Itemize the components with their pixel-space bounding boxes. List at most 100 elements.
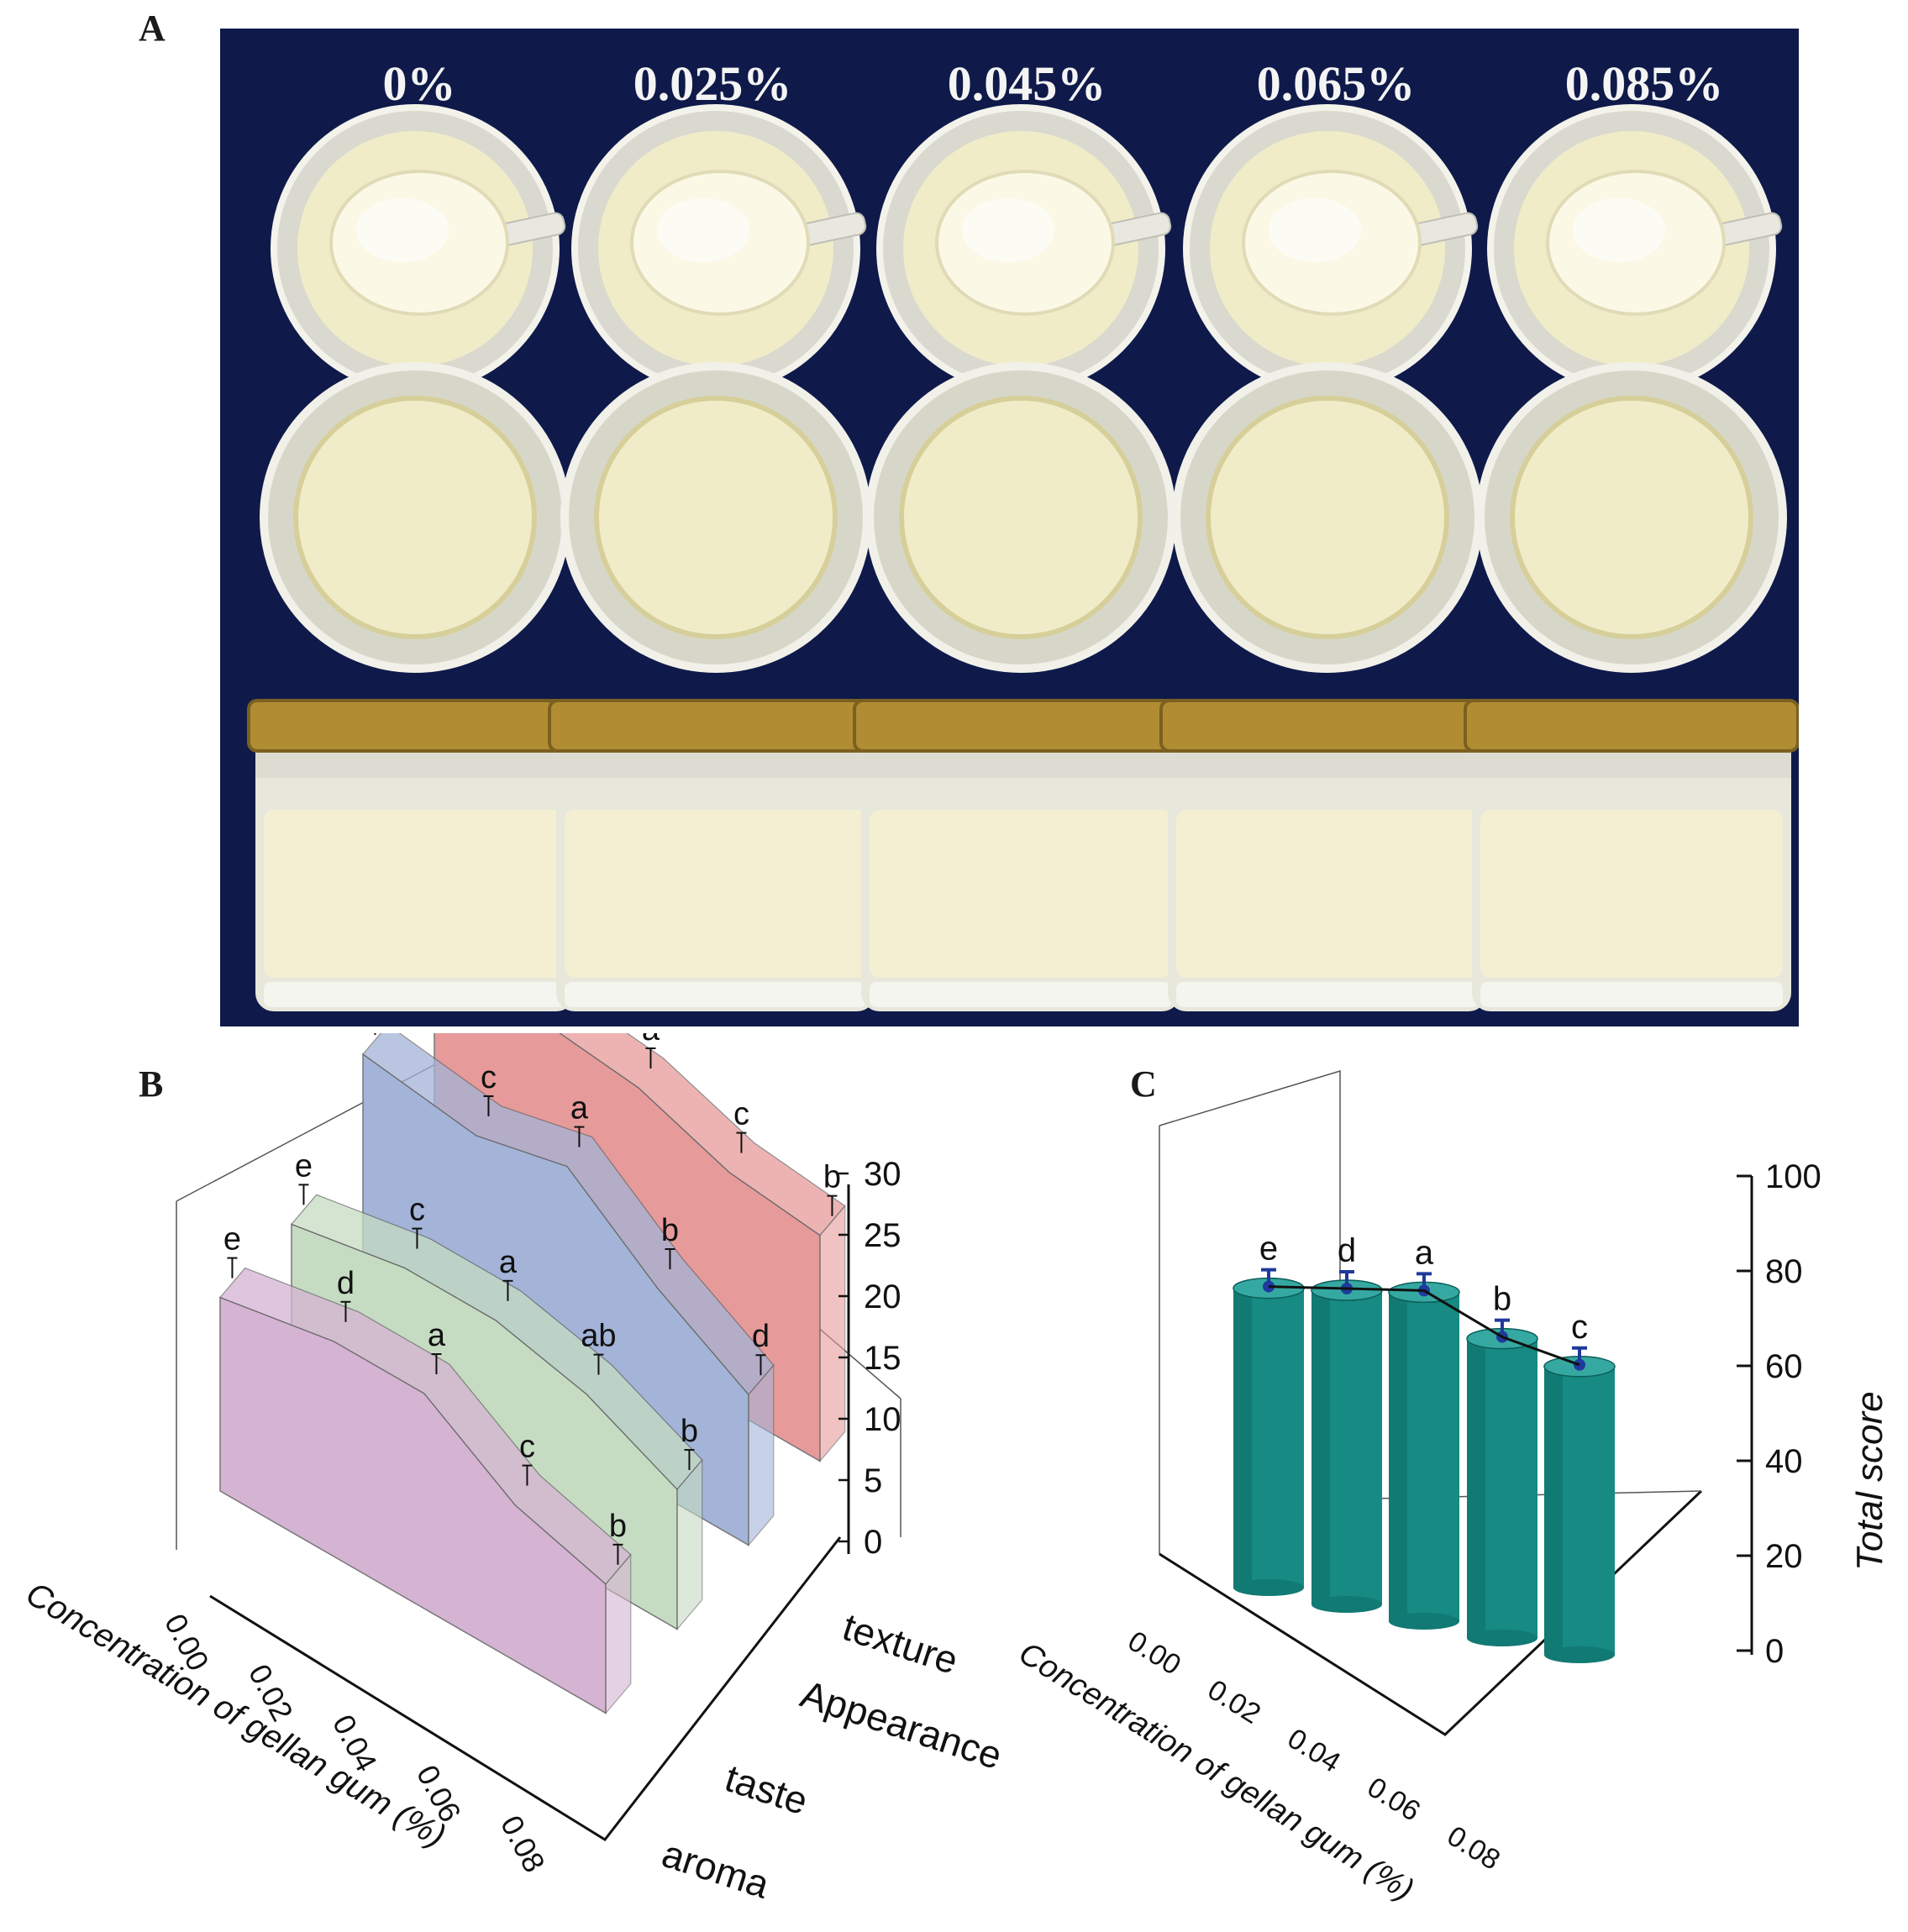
x-axis-title: Concentration of gellan gum (%)	[1012, 1635, 1419, 1908]
sig-letter-aroma-3: c	[519, 1430, 535, 1465]
bar-shade-1	[1311, 1290, 1330, 1604]
jar-surface-4	[1510, 396, 1753, 639]
sig-letter-2: a	[1415, 1234, 1434, 1271]
ribbon-end-taste	[676, 1458, 703, 1631]
y-tick-label-4: 80	[1765, 1253, 1803, 1290]
jar-yogurt-2	[870, 810, 1172, 978]
sensory-score-chart: edacbecabdecaabbedacb051015202530aromata…	[19, 1033, 1007, 1907]
sig-letter-aroma-2: a	[428, 1318, 446, 1353]
bar-shade-3	[1467, 1338, 1485, 1638]
bar-shade-0	[1233, 1288, 1252, 1588]
jar-yogurt-3	[1176, 810, 1479, 978]
y-tick-label-5: 100	[1765, 1158, 1821, 1195]
bar-bottom-0	[1233, 1579, 1304, 1596]
bar-mean-dot-4	[1574, 1358, 1585, 1371]
bar-shade-2	[1389, 1292, 1407, 1621]
jar-surface-0	[293, 396, 537, 639]
jar-yogurt-0	[264, 810, 566, 978]
concentration-label-2: 0.045%	[947, 56, 1106, 111]
concentration-label-3: 0.065%	[1256, 56, 1416, 111]
sig-letter-taste-3: ab	[581, 1319, 616, 1354]
y-axis-title: Total score	[1849, 1391, 1890, 1571]
sig-letter-aroma-0: e	[223, 1222, 241, 1257]
y-tick-label-6: 30	[864, 1156, 901, 1193]
y-tick-label-0: 0	[864, 1524, 882, 1561]
y-tick-label-3: 15	[864, 1340, 901, 1377]
spoon-highlight-2	[962, 198, 1054, 262]
jar-lid-2	[853, 699, 1189, 753]
jar-surface-3	[1206, 396, 1449, 639]
jar-base-2	[870, 982, 1172, 1007]
jar-lid-0	[247, 699, 583, 753]
sig-letter-1: d	[1338, 1232, 1356, 1269]
x-tick-label-1: 0.02	[1202, 1674, 1266, 1730]
y-tick-label-2: 40	[1765, 1443, 1803, 1480]
concentration-label-4: 0.085%	[1564, 56, 1724, 111]
x-tick-label-2: 0.04	[1282, 1723, 1346, 1779]
jar-lid-4	[1464, 699, 1799, 753]
panel-label-b: B	[139, 1063, 164, 1105]
bar-bottom-1	[1311, 1596, 1382, 1613]
floor-axes	[1159, 1489, 1703, 1736]
sig-letter-Appearance-3: b	[661, 1213, 679, 1248]
jar-surface-1	[594, 396, 838, 639]
panel-label-c: C	[1130, 1063, 1157, 1105]
total-score-chart: e d a b c 0 20 40 60 80 100 Total score 0.00 0.02 0.04…	[1012, 1069, 1890, 1908]
spoon-highlight-4	[1573, 198, 1665, 262]
sig-letter-taste-4: b	[681, 1414, 698, 1449]
jar-yogurt-1	[565, 810, 867, 978]
jar-base-3	[1176, 982, 1479, 1007]
sig-letter-Appearance-2: a	[570, 1091, 589, 1126]
jar-base-4	[1480, 982, 1783, 1007]
y-tick-label-4: 20	[864, 1278, 901, 1315]
panel-label-a: A	[139, 8, 166, 49]
jar-yogurt-4	[1480, 810, 1783, 978]
sig-letter-aroma-1: d	[337, 1266, 355, 1301]
series-label-taste: taste	[720, 1756, 813, 1823]
mean-trend-line	[1268, 1285, 1580, 1367]
sig-letter-3: b	[1493, 1281, 1511, 1318]
sig-letter-texture-2: a	[642, 1033, 660, 1047]
jar-base-0	[264, 982, 566, 1007]
series-label-Appearance: Appearance	[796, 1672, 1007, 1777]
sig-letter-taste-2: a	[499, 1245, 518, 1280]
x-axis-title: Concentration of gellan gum (%)	[19, 1575, 451, 1855]
bar-bottom-3	[1467, 1630, 1537, 1646]
ribbon-end-Appearance	[748, 1363, 775, 1547]
floor-axes	[209, 1536, 842, 1841]
x-tick-label-0: 0.00	[1122, 1625, 1186, 1682]
x-tick-label-4: 0.08	[1442, 1820, 1506, 1877]
y-tick-label-5: 25	[864, 1217, 901, 1254]
jar-lid-3	[1159, 699, 1495, 753]
x-tick-label-4: 0.08	[494, 1810, 552, 1878]
y-tick-label-0: 0	[1765, 1633, 1784, 1670]
sig-letter-texture-4: b	[823, 1160, 841, 1195]
sig-letter-aroma-4: b	[609, 1509, 627, 1544]
x-tick-label-3: 0.06	[1362, 1772, 1426, 1828]
concentration-label-0: 0%	[382, 56, 456, 111]
spoon-highlight-0	[356, 198, 449, 262]
sig-letter-Appearance-1: c	[481, 1060, 497, 1095]
sig-letter-texture-3: c	[733, 1097, 749, 1132]
y-tick-label-1: 5	[864, 1462, 882, 1499]
series-label-aroma: aroma	[657, 1831, 775, 1907]
series-label-texture: texture	[838, 1604, 964, 1683]
y-tick-label-3: 60	[1765, 1348, 1803, 1385]
yogurt-photo-panel: 0% 0.025% 0.045% 0.065% 0.085%	[220, 29, 1799, 1026]
spoon-highlight-1	[657, 198, 749, 262]
sig-letter-taste-1: c	[409, 1193, 425, 1228]
sig-letter-0: e	[1259, 1231, 1278, 1268]
ribbon-end-aroma	[605, 1553, 632, 1715]
sig-letter-4: c	[1571, 1309, 1588, 1346]
spoon-highlight-3	[1269, 198, 1361, 262]
y-tick-label-1: 20	[1765, 1538, 1803, 1575]
jar-base-1	[565, 982, 867, 1007]
concentration-label-1: 0.025%	[633, 56, 792, 111]
sig-letter-taste-0: e	[295, 1148, 313, 1184]
y-tick-label-2: 10	[864, 1401, 901, 1438]
sig-letter-Appearance-4: d	[752, 1319, 770, 1354]
bar-bottom-2	[1389, 1613, 1459, 1630]
jar-surface-2	[899, 396, 1143, 639]
yogurt-jars-illustration	[247, 104, 1799, 1011]
bar-shade-4	[1544, 1366, 1563, 1655]
